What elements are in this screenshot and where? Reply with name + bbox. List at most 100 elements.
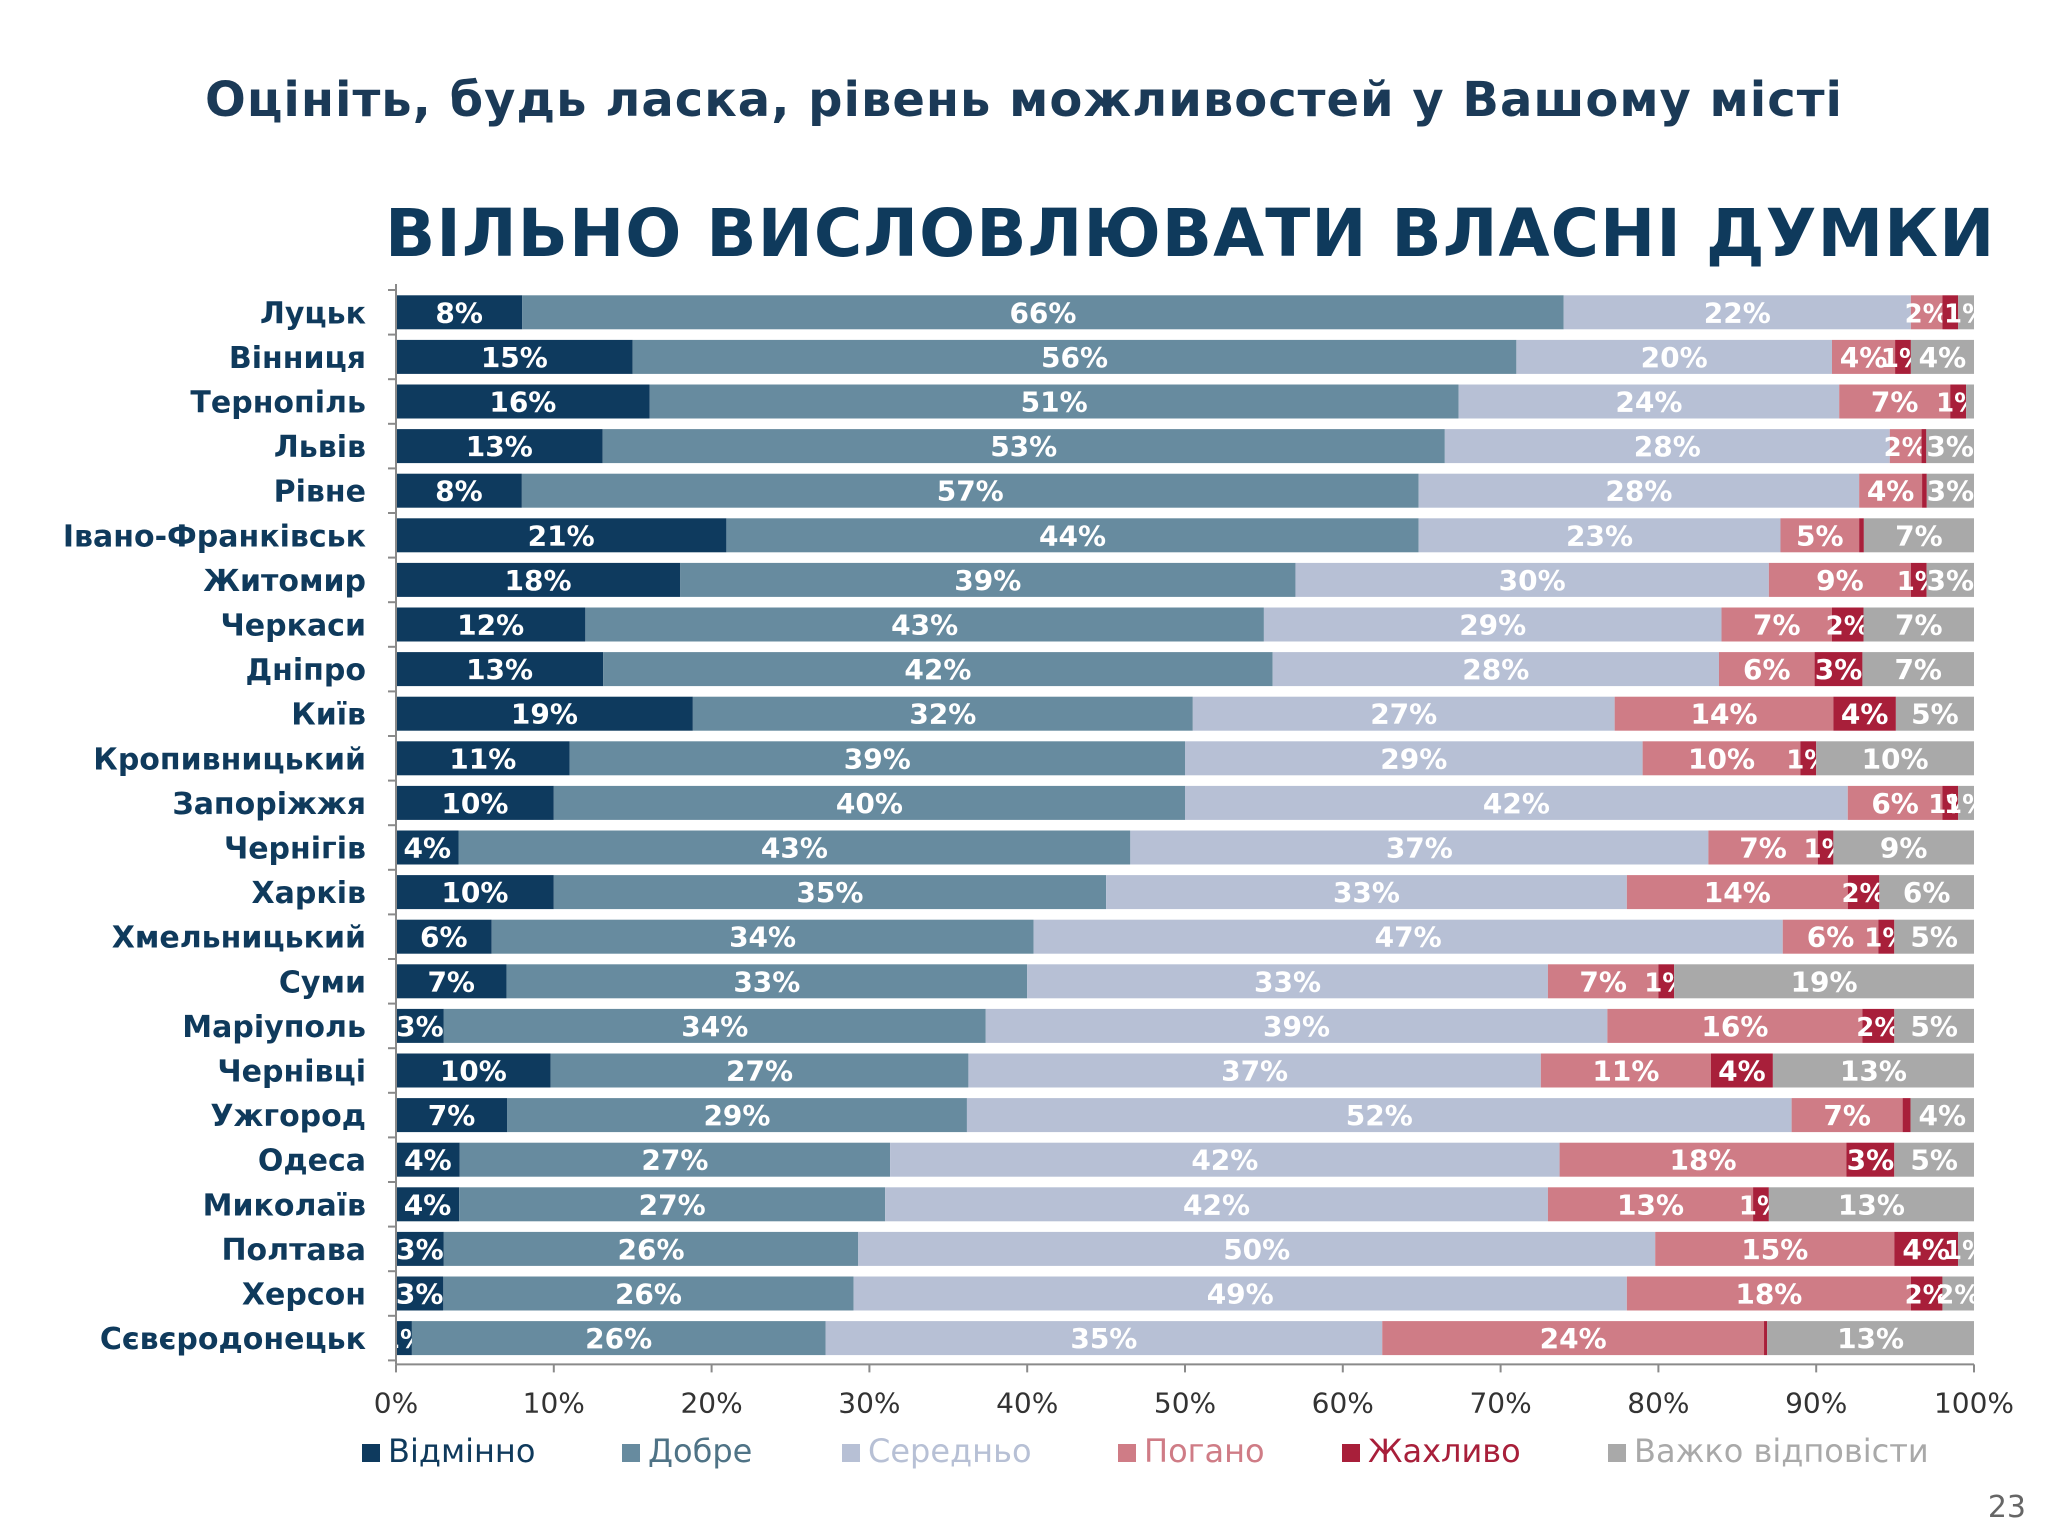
bar-segment [396,1053,551,1088]
data-label: 4% [404,1188,452,1221]
data-label: 18% [505,564,572,597]
x-tick-label: 90% [1785,1386,1847,1419]
data-label: 13% [1838,1188,1905,1221]
data-label: 16% [489,386,556,419]
data-label: 6% [1903,876,1951,909]
category-label: Ужгород [210,1099,366,1134]
category-label: Маріуполь [182,1010,366,1045]
data-label: 44% [1039,519,1106,552]
bar-segment [396,919,492,954]
data-label: 52% [1346,1099,1413,1132]
category-label: Хмельницький [112,921,366,956]
data-label: 13% [466,430,533,463]
bar-segment [1718,652,1815,687]
x-tick-label: 80% [1627,1386,1689,1419]
data-label: 37% [1221,1055,1288,1088]
bar-segment [1910,1098,1974,1133]
bar-segment [396,1276,444,1311]
data-label: 14% [1704,876,1771,909]
data-label: 47% [1375,921,1442,954]
bar-segment [396,1142,460,1177]
bar-segment [396,964,507,999]
data-label: 9% [1880,832,1928,865]
bar-segment [1942,1276,1974,1311]
data-label: 27% [1370,698,1437,731]
data-label: 23% [1566,519,1633,552]
bar-segment [1674,964,1974,999]
data-label: 20% [1641,341,1708,374]
bar-segment [890,1142,1560,1177]
data-label: 11% [449,742,516,775]
bar-segment [396,339,633,374]
bar-segment [1516,339,1832,374]
data-label: 10% [440,1055,507,1088]
data-label: 15% [1741,1233,1808,1266]
bar-segment [1295,562,1769,597]
data-label: 34% [681,1010,748,1043]
bar-segment [1831,339,1896,374]
data-label: 21% [528,519,595,552]
bar-segment [1894,1231,1959,1266]
bar-segment [1607,1008,1863,1043]
data-label: 3% [396,1010,444,1043]
bar-segment [966,1098,1792,1133]
data-label: 19% [1791,965,1858,998]
data-label: 4% [1718,1055,1766,1088]
bar-segment [1563,295,1911,330]
category-label: Рівне [274,475,366,510]
data-label: 22% [1704,296,1771,329]
data-label: 49% [1207,1278,1274,1311]
data-label: 9% [1816,564,1864,597]
data-label: 37% [1386,832,1453,865]
data-label: 4% [1919,341,1967,374]
data-label: 13% [466,653,533,686]
x-tick-label: 10% [523,1386,585,1419]
bar-segment [1926,562,1974,597]
bar-segment [1708,830,1818,865]
bar-segment [1768,562,1911,597]
category-label: Харків [252,876,366,911]
data-label: 2% [1884,433,1928,463]
data-label: 24% [1615,386,1682,419]
data-label: 33% [1254,965,1321,998]
bar-segment [550,1053,969,1088]
bar-segment [1910,1276,1943,1311]
data-label: 30% [1499,564,1566,597]
data-label: 2% [1936,1281,1980,1311]
data-label: 40% [836,787,903,820]
data-label: 5% [1911,698,1959,731]
bar-segment [1780,518,1860,553]
data-label: 24% [1540,1322,1607,1355]
bar-segment [1185,741,1643,776]
data-label: 3% [396,1278,444,1311]
data-label: 4% [1867,475,1915,508]
bar-segment [396,473,522,508]
data-label: 3% [1927,564,1975,597]
data-label: 4% [1919,1099,1967,1132]
x-tick-label: 60% [1312,1386,1374,1419]
data-label: 4% [1840,341,1888,374]
data-label: 7% [427,965,475,998]
legend-swatch [1342,1444,1360,1462]
data-label: 13% [1617,1188,1684,1221]
data-label: 14% [1691,698,1758,731]
data-label: 2% [1905,1281,1949,1311]
data-label: 8% [435,296,483,329]
bar-segment [1540,1053,1711,1088]
bar-segment [1547,1187,1754,1222]
data-label: 42% [1191,1144,1258,1177]
data-label: 42% [904,653,971,686]
bar-segment [1655,1231,1895,1266]
bar-segment [1863,518,1974,553]
data-label: 43% [761,832,828,865]
legend-label: Середньо [868,1432,1032,1470]
category-label: Суми [279,965,366,1000]
data-label: 1% [1944,1236,1988,1266]
legend-swatch [622,1444,640,1462]
bar-segment [1626,1276,1911,1311]
bar-segment [396,429,603,464]
category-label: Полтава [221,1233,366,1268]
bar-segment [458,830,1131,865]
bar-segment [396,1187,460,1222]
